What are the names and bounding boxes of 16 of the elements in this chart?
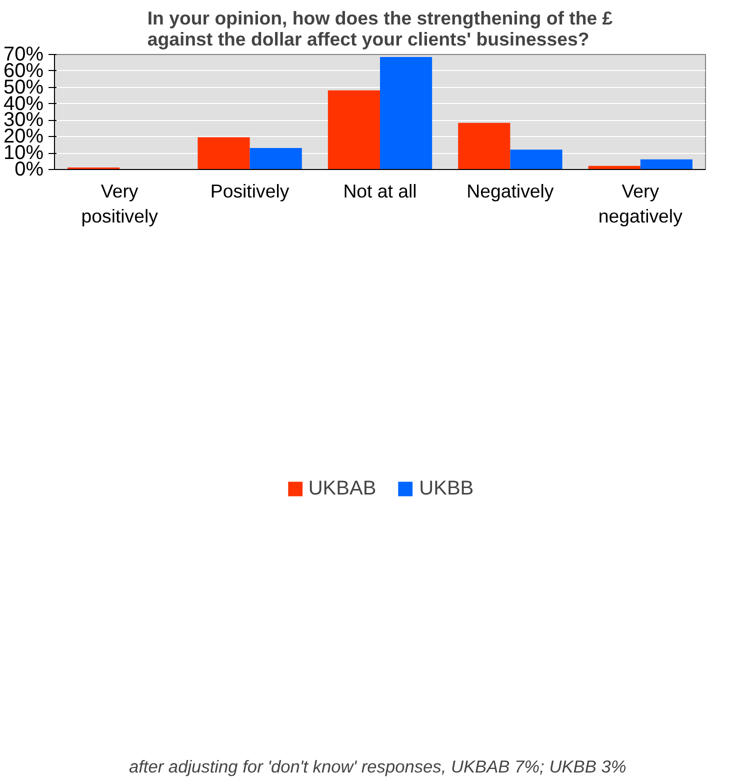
bar [458, 122, 510, 170]
bar [198, 137, 250, 170]
bar [380, 56, 432, 170]
x-tick-label: Very negatively [598, 180, 684, 227]
x-tick-label: Positively [210, 180, 290, 202]
legend-label: UKBAB [308, 477, 376, 500]
x-tick-label: Negatively [466, 180, 554, 202]
bar [510, 150, 562, 170]
bar [328, 90, 380, 170]
bar [250, 148, 302, 170]
x-tick-label: Not at all [343, 180, 417, 202]
text: after adjusting for 'don't know' responses, UKBAB 7%; UKBB 3% [128, 756, 626, 776]
chart-title: In your opinion, how does the strengthening of the £ against the dollar affect your clients' businesses? [147, 8, 614, 50]
bar [640, 159, 692, 170]
x-tick-label: Very positively [81, 180, 159, 227]
legend-label: UKBB [419, 477, 474, 500]
